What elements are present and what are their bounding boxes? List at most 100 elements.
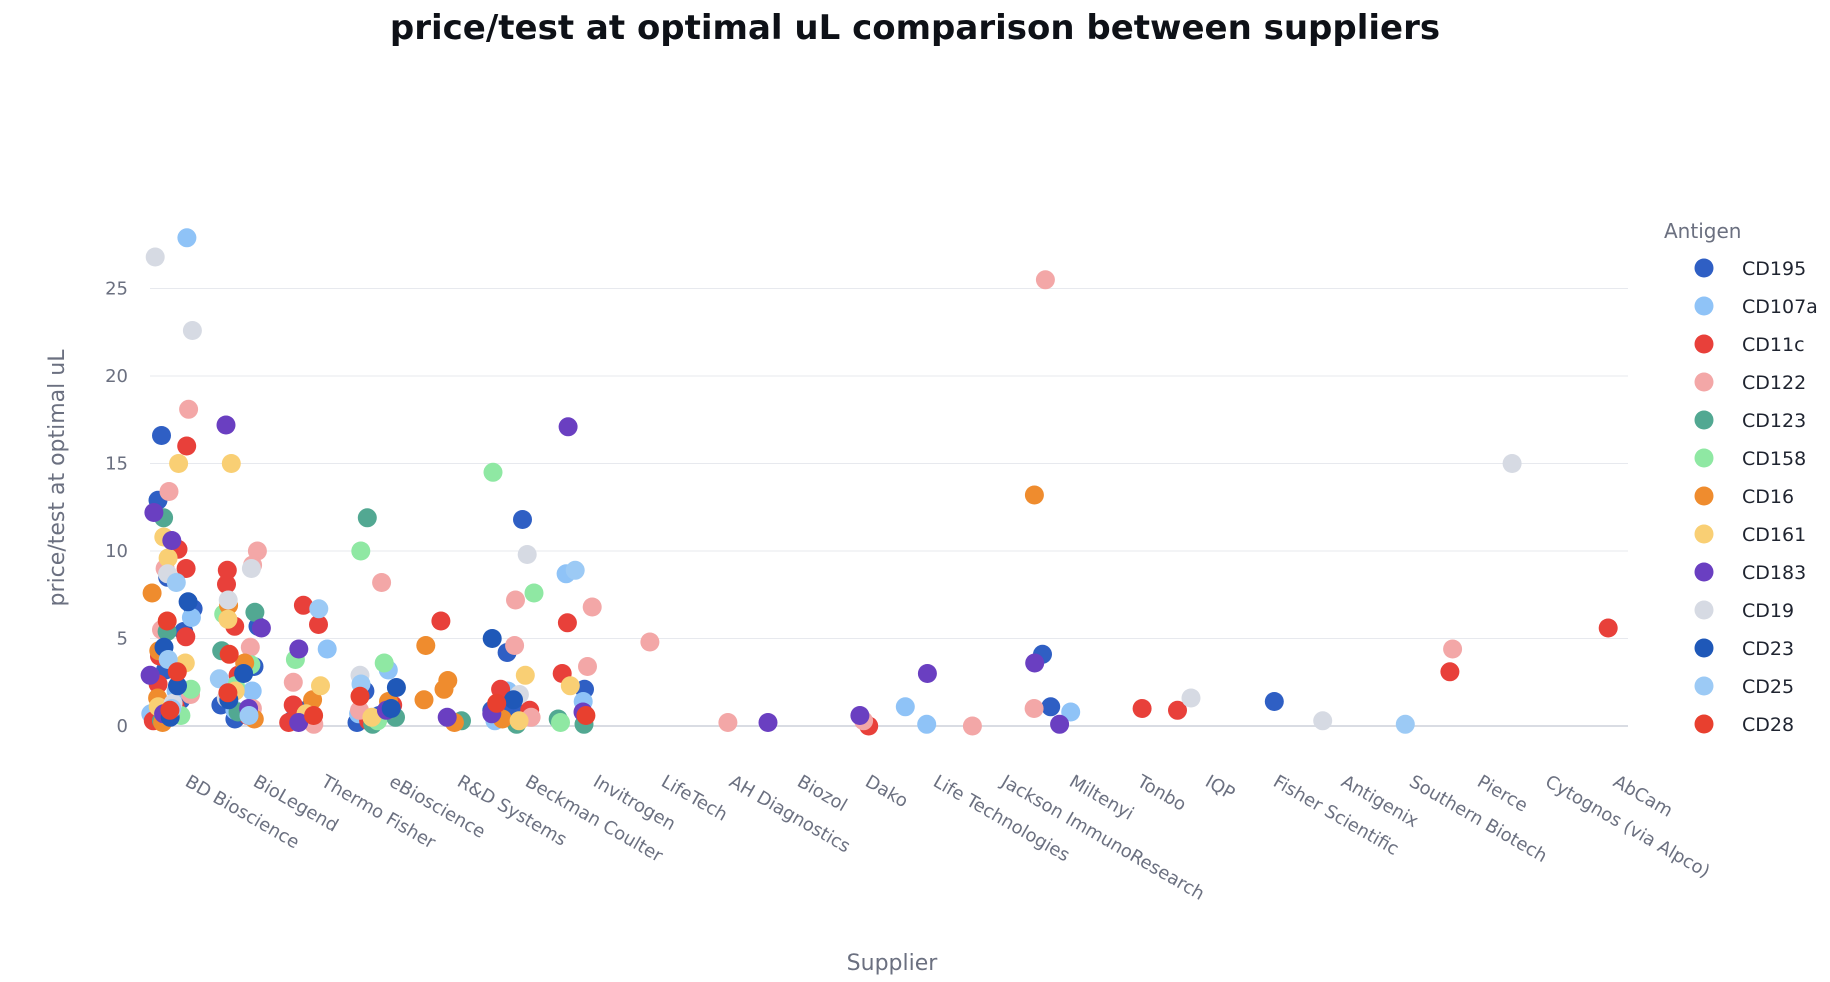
grid-layer	[150, 288, 1628, 727]
data-point-cd122	[179, 399, 199, 419]
legend-label: CD16	[1742, 486, 1794, 508]
legend-label: CD183	[1742, 562, 1806, 584]
data-point-cd183	[917, 664, 937, 683]
legend-label: CD23	[1742, 638, 1794, 660]
data-point-cd28	[304, 706, 324, 725]
legend-label: CD107a	[1742, 296, 1818, 318]
legend-label: CD25	[1742, 676, 1794, 698]
y-tick-labels: 0 5 10 15 20 25	[105, 279, 128, 738]
data-point-cd161	[515, 665, 535, 685]
legend-label: CD158	[1742, 448, 1806, 470]
chart-title: price/test at optimal uL comparison betw…	[389, 8, 1441, 48]
data-point-cd183	[850, 706, 870, 725]
data-point-cd23	[386, 678, 406, 697]
data-point-cd28	[157, 611, 177, 631]
data-point-cd16	[416, 636, 436, 655]
data-point-cd16	[414, 690, 434, 710]
data-point-cd107a	[177, 228, 197, 248]
data-point-cd122	[1024, 699, 1044, 718]
data-point-cd122	[578, 657, 597, 676]
legend-label: CD161	[1742, 524, 1806, 546]
x-tick-label: Fisher Scientific	[1270, 771, 1403, 860]
legend-marker	[1694, 486, 1714, 506]
data-point-cd28	[487, 693, 507, 713]
data-point-cd25	[1395, 714, 1415, 734]
data-point-cd19	[241, 559, 261, 578]
data-point-cd25	[209, 669, 229, 689]
data-point-cd183	[1050, 714, 1070, 734]
data-point-cd11c	[293, 595, 313, 615]
data-point-cd11c	[1132, 699, 1152, 718]
data-point-cd19	[218, 590, 238, 610]
data-point-cd107a	[181, 608, 201, 627]
data-point-cd158	[551, 713, 570, 732]
data-point-cd19	[1181, 688, 1201, 708]
legend-marker	[1694, 714, 1714, 734]
legend-label: CD11c	[1742, 334, 1805, 356]
legend-marker	[1694, 410, 1714, 430]
data-point-cd19	[517, 545, 537, 564]
data-point-cd11c	[217, 560, 237, 580]
data-point-cd28	[167, 662, 187, 682]
data-point-cd122	[640, 632, 660, 652]
data-point-cd11c	[177, 436, 197, 456]
data-point-cd122	[1443, 639, 1463, 659]
data-point-cd161	[560, 676, 580, 696]
data-point-cd107a	[1061, 702, 1081, 722]
data-point-cd161	[362, 707, 382, 727]
data-point-cd11c	[176, 559, 196, 578]
x-tick-label: Thermo Fisher	[317, 771, 440, 854]
data-point-cd23	[168, 676, 187, 696]
data-point-cd122	[1035, 270, 1055, 290]
data-point-cd28	[218, 683, 238, 703]
data-point-cd19	[1502, 454, 1522, 473]
legend-title: Antigen	[1664, 219, 1741, 243]
legend-marker	[1694, 676, 1714, 696]
data-point-cd16	[434, 679, 454, 699]
data-point-cd11c	[1168, 700, 1187, 720]
data-points	[140, 228, 1618, 736]
data-point-cd183	[251, 618, 271, 638]
legend-marker	[1694, 600, 1714, 620]
data-point-cd107a	[895, 697, 915, 717]
data-point-cd183	[437, 707, 457, 727]
data-point-cd25	[309, 599, 329, 619]
data-point-cd123	[245, 602, 265, 622]
y-tick-label: 10	[105, 541, 128, 562]
data-point-cd161	[311, 676, 330, 696]
legend-marker	[1694, 258, 1714, 278]
data-point-cd158	[374, 653, 394, 673]
data-point-cd23	[178, 592, 198, 612]
data-point-cd183	[1025, 653, 1045, 673]
data-point-cd183	[289, 639, 309, 659]
data-point-cd161	[509, 711, 529, 731]
data-point-cd11c	[557, 613, 577, 633]
data-point-cd183	[216, 415, 236, 435]
data-point-cd122	[372, 573, 392, 592]
data-point-cd19	[145, 247, 165, 267]
data-point-cd122	[962, 716, 982, 736]
data-point-cd195	[152, 426, 171, 445]
data-point-cd11c	[309, 615, 328, 634]
data-point-cd183	[558, 417, 578, 437]
legend-marker	[1694, 296, 1714, 316]
data-point-cd28	[576, 706, 596, 725]
data-point-cd195	[1264, 692, 1284, 711]
data-point-cd11c	[217, 574, 236, 594]
x-tick-label: IQP	[1202, 771, 1239, 804]
y-tick-label: 20	[105, 366, 128, 387]
legend-marker	[1694, 448, 1714, 468]
x-tick-label: AH Diagnostics	[726, 771, 854, 857]
data-point-cd16	[142, 583, 162, 603]
data-point-cd161	[221, 454, 241, 473]
data-point-cd122	[240, 637, 260, 657]
data-point-cd195	[1041, 697, 1061, 717]
y-tick-label: 5	[117, 629, 128, 650]
legend-label: CD123	[1742, 410, 1806, 432]
data-point-cd11c	[431, 611, 451, 631]
data-point-cd28	[350, 686, 370, 706]
data-point-cd28	[219, 644, 239, 664]
x-tick-label: BD Bioscience	[182, 771, 303, 853]
